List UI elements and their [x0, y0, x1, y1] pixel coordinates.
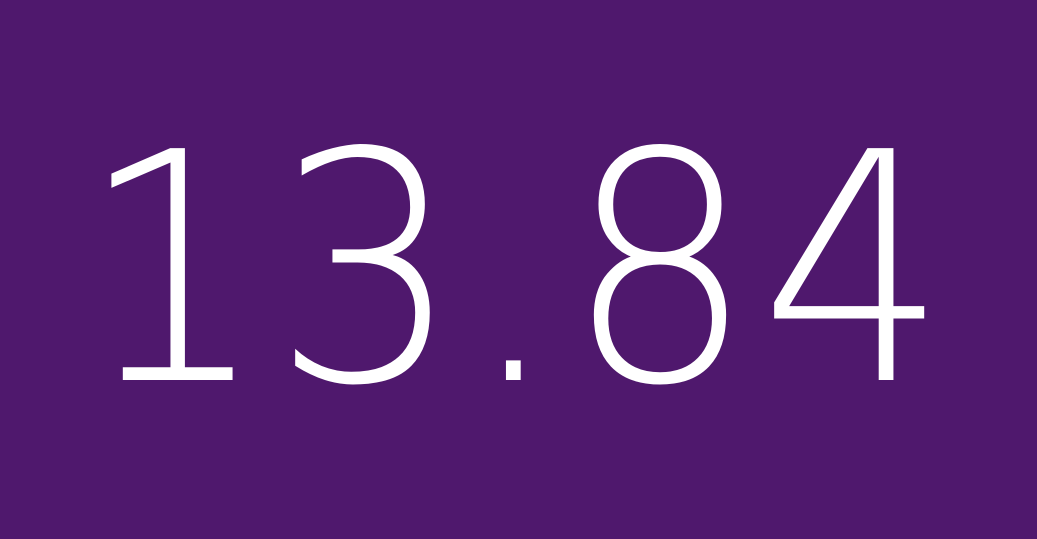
large-number-value: 13.84 — [79, 84, 954, 455]
